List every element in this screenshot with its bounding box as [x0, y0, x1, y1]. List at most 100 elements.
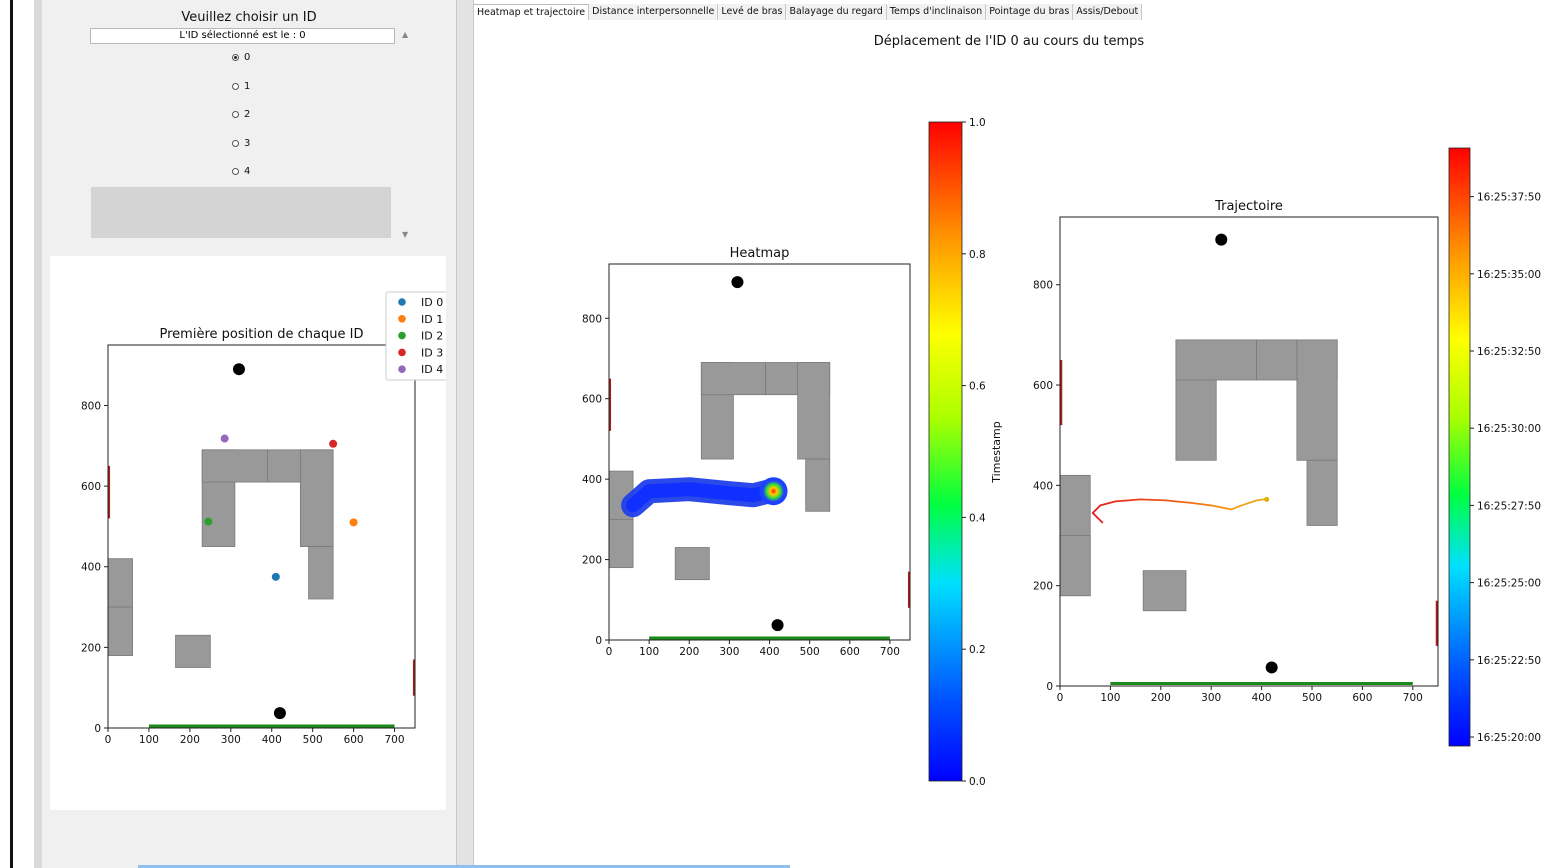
- tab-3[interactable]: Balayage du regard: [786, 4, 887, 20]
- radio-label: 1: [244, 80, 251, 92]
- camera-dot: [273, 707, 286, 720]
- colorbar-tick-label: 16:25:22:50: [1477, 655, 1541, 667]
- scroll-up-icon[interactable]: ▲: [402, 30, 409, 39]
- selected-id-display: L'ID sélectionné est le : 0: [90, 28, 395, 44]
- x-tick-label: 700: [880, 646, 900, 658]
- id-radio-1[interactable]: 1: [232, 81, 250, 92]
- furniture-block: [201, 449, 269, 483]
- radio-label: 3: [244, 137, 251, 149]
- chart-title: Trajectoire: [1214, 199, 1283, 214]
- furniture-block: [700, 362, 766, 396]
- radio-circle-icon[interactable]: [232, 82, 239, 90]
- colorbar-tick-label: 16:25:30:00: [1477, 423, 1541, 435]
- plot-frame: [107, 344, 416, 729]
- x-tick-label: 300: [719, 646, 739, 658]
- x-tick-label: 700: [385, 734, 405, 746]
- legend-marker: [398, 298, 406, 306]
- x-tick-label: 400: [1252, 692, 1272, 704]
- colorbar-tick-label: 0.4: [969, 512, 986, 524]
- first-position-chart-area: 0 100 200 300 400 500 600 700 0 200 400 600 800 Premi…: [50, 256, 453, 810]
- legend-label: ID 2: [421, 330, 443, 343]
- chart-title: Heatmap: [730, 246, 790, 261]
- camera-dot: [232, 363, 245, 376]
- radio-circle-icon[interactable]: [232, 139, 239, 147]
- x-tick-label: 400: [760, 646, 780, 658]
- id-radio-3[interactable]: 3: [232, 138, 250, 149]
- y-tick-label: 200: [582, 555, 602, 567]
- tab-5[interactable]: Pointage du bras: [986, 4, 1074, 20]
- y-tick-label: 600: [1033, 380, 1053, 392]
- legend-label: ID 4: [421, 363, 443, 376]
- x-tick-label: 300: [221, 734, 241, 746]
- furniture-block: [1059, 535, 1091, 597]
- furniture-block: [797, 362, 831, 460]
- radio-label: 2: [244, 109, 251, 120]
- tab-6[interactable]: Assis/Debout: [1073, 4, 1143, 20]
- trajectory-end: [1264, 496, 1270, 502]
- point-id-4: [220, 434, 229, 443]
- legend-marker: [398, 365, 406, 373]
- colorbar-tick-label: 16:25:32:50: [1477, 346, 1541, 358]
- legend-marker: [398, 348, 406, 357]
- x-tick-label: 0: [606, 646, 613, 658]
- tab-4[interactable]: Temps d'inclinaison: [886, 4, 987, 20]
- x-tick-label: 100: [1100, 692, 1120, 704]
- legend-marker: [398, 315, 406, 323]
- tab-2[interactable]: Levé de bras: [718, 4, 787, 20]
- legend: ID 0 ID 1 ID 2 ID 3 ID 4: [385, 291, 453, 381]
- point-id-3: [329, 439, 338, 448]
- furniture-block: [107, 606, 133, 656]
- y-tick-label: 0: [1046, 681, 1053, 693]
- id-radio-0[interactable]: 0: [232, 52, 250, 63]
- chart-title: Première position de chaque ID: [160, 327, 364, 342]
- x-tick-label: 200: [679, 646, 699, 658]
- x-tick-label: 400: [262, 734, 282, 746]
- main-title: Déplacement de l'ID 0 au cours du temps: [873, 34, 1145, 49]
- legend-label: ID 1: [421, 313, 443, 326]
- x-tick-label: 0: [105, 734, 112, 746]
- left-panel: Veuillez choisir un ID L'ID sélectionné …: [34, 0, 456, 868]
- camera-dot: [1215, 233, 1228, 246]
- y-tick-label: 200: [81, 642, 101, 654]
- x-tick-label: 300: [1201, 692, 1221, 704]
- point-id-0: [271, 572, 280, 581]
- camera-dot: [1265, 661, 1278, 674]
- colorbar: [928, 121, 963, 782]
- first-position-chart: 0 100 200 300 400 500 600 700 0 200 400 600 800 Premi…: [81, 291, 453, 746]
- radio-circle-icon[interactable]: [232, 168, 239, 175]
- colorbar-tick-label: 16:25:20:00: [1477, 732, 1541, 744]
- colorbar-tick-label: 16:25:35:00: [1477, 269, 1541, 281]
- x-tick-label: 600: [840, 646, 860, 658]
- panel-splitter[interactable]: [456, 0, 474, 868]
- y-tick-label: 200: [1033, 581, 1053, 593]
- y-tick-label: 400: [81, 562, 101, 574]
- x-tick-label: 700: [1403, 692, 1423, 704]
- x-tick-label: 500: [303, 734, 323, 746]
- furniture-block: [1306, 459, 1338, 526]
- x-tick-label: 600: [344, 734, 364, 746]
- heatmap-chart: 0 100 200 300 400 500 600 700 0 200 400 600 800 Heatm…: [582, 117, 1003, 788]
- x-tick-label: 200: [1151, 692, 1171, 704]
- id-radio-2[interactable]: 2: [232, 109, 250, 120]
- point-id-2: [204, 517, 213, 526]
- radio-circle-icon[interactable]: [232, 54, 239, 61]
- y-tick-label: 0: [595, 635, 602, 647]
- tab-1[interactable]: Distance interpersonnelle: [589, 4, 719, 20]
- tab-0[interactable]: Heatmap et trajectoire: [474, 4, 590, 20]
- trajectory-line: [1091, 498, 1267, 524]
- radio-circle-icon[interactable]: [232, 111, 239, 118]
- x-tick-label: 200: [180, 734, 200, 746]
- window-edge: [0, 0, 14, 868]
- furniture-block: [1296, 339, 1338, 461]
- furniture-block: [608, 518, 634, 569]
- right-panel: [474, 0, 1568, 868]
- colorbar-label: Timestamp: [990, 421, 1003, 483]
- list-empty-area: [91, 187, 391, 238]
- legend-marker: [398, 331, 406, 340]
- scroll-down-icon[interactable]: ▼: [402, 230, 409, 239]
- x-tick-label: 500: [800, 646, 820, 658]
- colorbar-tick-label: 0.8: [969, 249, 986, 261]
- furniture-block: [175, 634, 211, 668]
- furniture-block: [299, 449, 334, 547]
- id-radio-4[interactable]: 4: [232, 166, 250, 177]
